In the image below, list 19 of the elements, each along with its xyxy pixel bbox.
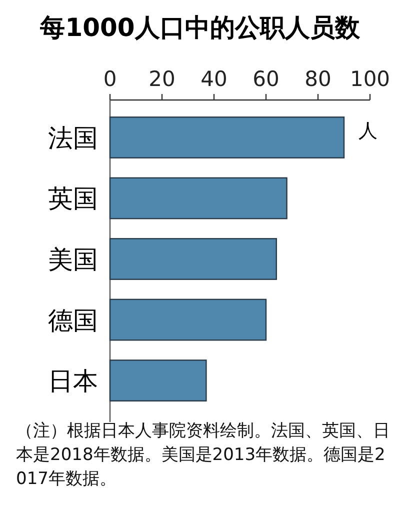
chart-title: 每1000人口中的公职人员数 [39,13,361,42]
x-tick-label: 80 [304,67,332,91]
y-tick-label: 美国 [48,245,98,274]
y-tick-label: 日本 [48,366,98,396]
x-axis-title: 人 [358,120,378,142]
y-tick-label: 英国 [48,184,98,214]
bar [109,177,288,220]
bar [109,360,207,402]
bar [109,238,277,280]
annotation: （注）根据日本人事院资料绘制。法国、英国、日本是2018年数据。美国是2013年数据。德国是2017年数据。 [16,421,390,489]
x-tick-label: 20 [148,67,176,91]
x-tick-label: 40 [200,67,228,91]
bar [109,116,345,158]
x-tick-label: 100 [350,67,390,91]
x-tick-label: 60 [252,67,280,91]
x-tick-label: 0 [103,67,117,91]
y-tick-label: 法国 [48,123,98,152]
bar [109,298,267,341]
y-tick-label: 德国 [48,306,98,335]
